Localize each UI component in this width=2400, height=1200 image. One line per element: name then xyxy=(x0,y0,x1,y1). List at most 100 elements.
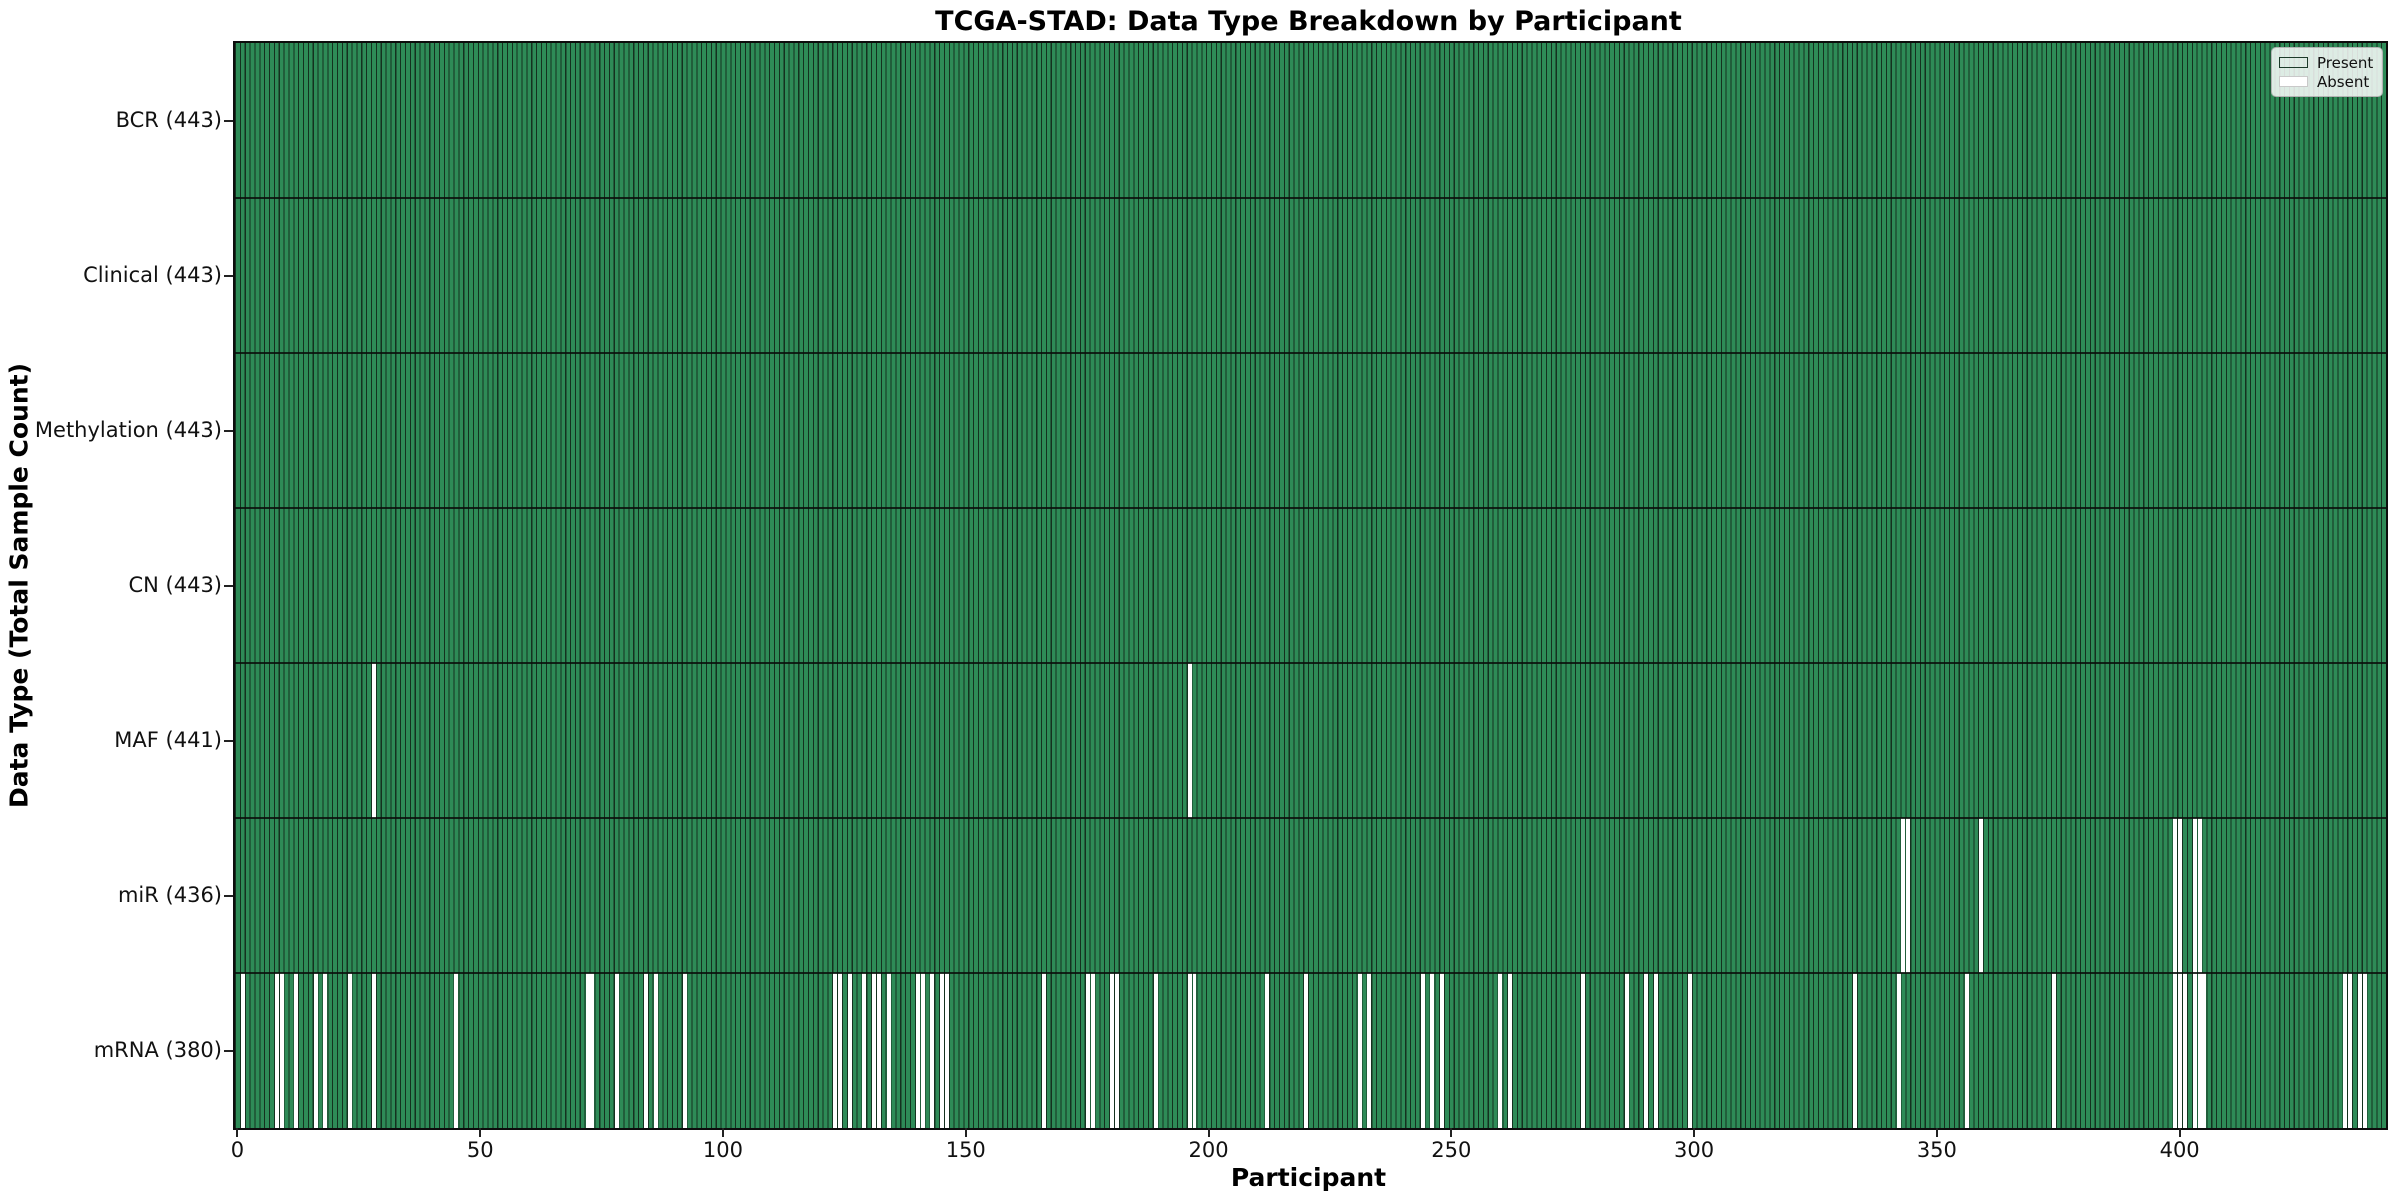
x-axis-label: Participant xyxy=(1230,1163,1387,1192)
absent-bar xyxy=(347,973,352,1128)
absent-bar xyxy=(1964,973,1969,1128)
chart-title: TCGA-STAD: Data Type Breakdown by Partic… xyxy=(935,6,1682,37)
absent-bar xyxy=(653,973,658,1128)
absent-bar xyxy=(1090,973,1095,1128)
absent-bar xyxy=(2192,818,2197,973)
absent-bar xyxy=(1192,973,1197,1128)
row-cn xyxy=(235,508,2386,663)
x-tick-mark xyxy=(1450,1128,1453,1137)
y-tick-mark xyxy=(224,119,233,122)
absent-bar xyxy=(585,973,590,1128)
absent-bar xyxy=(1440,973,1445,1128)
absent-bar xyxy=(454,973,459,1128)
absent-bar xyxy=(371,973,376,1128)
y-tick-label-bcr: BCR (443) xyxy=(115,108,222,132)
absent-swatch-icon xyxy=(2279,76,2308,87)
absent-bar xyxy=(876,973,881,1128)
legend-label-absent: Absent xyxy=(2317,72,2370,91)
absent-bar xyxy=(1644,973,1649,1128)
x-tick-label: 350 xyxy=(1916,1138,1957,1162)
x-tick-label: 150 xyxy=(945,1138,986,1162)
y-tick-mark xyxy=(224,274,233,277)
row-maf xyxy=(235,663,2386,818)
absent-bar xyxy=(2348,973,2353,1128)
absent-bar xyxy=(371,663,376,818)
row-divider xyxy=(235,817,2386,819)
x-tick-mark xyxy=(721,1128,724,1137)
absent-bar xyxy=(2357,973,2362,1128)
absent-bar xyxy=(1265,973,1270,1128)
legend-label-present: Present xyxy=(2317,53,2374,72)
x-tick-label: 0 xyxy=(230,1138,245,1162)
absent-bar xyxy=(920,973,925,1128)
absent-bar xyxy=(862,973,867,1128)
y-tick-mark xyxy=(224,584,233,587)
absent-bar xyxy=(2192,973,2197,1128)
y-tick-label-mir: miR (436) xyxy=(117,883,222,907)
x-tick-label: 200 xyxy=(1188,1138,1229,1162)
absent-bar xyxy=(2051,973,2056,1128)
absent-bar xyxy=(1901,818,1906,973)
x-tick-mark xyxy=(1935,1128,1938,1137)
absent-bar xyxy=(2183,973,2188,1128)
absent-bar xyxy=(1187,973,1192,1128)
x-tick-mark xyxy=(1693,1128,1696,1137)
y-tick-label-maf: MAF (441) xyxy=(114,728,222,752)
absent-bar xyxy=(1153,973,1158,1128)
absent-bar xyxy=(1852,973,1857,1128)
absent-bar xyxy=(1580,973,1585,1128)
absent-bar xyxy=(1304,973,1309,1128)
absent-bar xyxy=(2362,973,2367,1128)
absent-bar xyxy=(833,973,838,1128)
absent-bar xyxy=(1109,973,1114,1128)
row-divider xyxy=(235,352,2386,354)
absent-bar xyxy=(2202,973,2207,1128)
x-tick-label: 400 xyxy=(2159,1138,2200,1162)
absent-bar xyxy=(2197,973,2202,1128)
absent-bar xyxy=(1430,973,1435,1128)
absent-bar xyxy=(643,973,648,1128)
row-clinical xyxy=(235,198,2386,353)
y-tick-mark xyxy=(224,739,233,742)
legend: Present Absent xyxy=(2271,47,2383,97)
absent-bar xyxy=(1896,973,1901,1128)
absent-bar xyxy=(1357,973,1362,1128)
absent-bar xyxy=(682,973,687,1128)
x-tick-label: 250 xyxy=(1431,1138,1472,1162)
absent-bar xyxy=(1508,973,1513,1128)
absent-bar xyxy=(1906,818,1911,973)
y-tick-label-cn: CN (443) xyxy=(128,573,222,597)
absent-bar xyxy=(847,973,852,1128)
x-tick-mark xyxy=(479,1128,482,1137)
x-tick-mark xyxy=(236,1128,239,1137)
y-tick-label-mrna: mRNA (380) xyxy=(93,1038,222,1062)
absent-bar xyxy=(1114,973,1119,1128)
absent-bar xyxy=(279,973,284,1128)
absent-bar xyxy=(886,973,891,1128)
row-divider xyxy=(235,197,2386,199)
absent-bar xyxy=(1653,973,1658,1128)
row-divider xyxy=(235,972,2386,974)
absent-bar xyxy=(2343,973,2348,1128)
x-tick-label: 300 xyxy=(1674,1138,1715,1162)
absent-bar xyxy=(1085,973,1090,1128)
absent-bar xyxy=(1367,973,1372,1128)
absent-bar xyxy=(2178,818,2183,973)
x-tick-mark xyxy=(2178,1128,2181,1137)
row-divider xyxy=(235,662,2386,664)
absent-bar xyxy=(274,973,279,1128)
row-bcr xyxy=(235,43,2386,198)
absent-bar xyxy=(2197,818,2202,973)
legend-entry-absent: Absent xyxy=(2279,72,2374,91)
absent-bar xyxy=(313,973,318,1128)
absent-bar xyxy=(2173,973,2178,1128)
absent-bar xyxy=(323,973,328,1128)
x-tick-label: 100 xyxy=(702,1138,744,1162)
absent-bar xyxy=(1420,973,1425,1128)
absent-bar xyxy=(930,973,935,1128)
y-tick-label-methylation: Methylation (443) xyxy=(34,418,222,442)
row-mir xyxy=(235,818,2386,973)
absent-bar xyxy=(838,973,843,1128)
absent-bar xyxy=(240,973,245,1128)
